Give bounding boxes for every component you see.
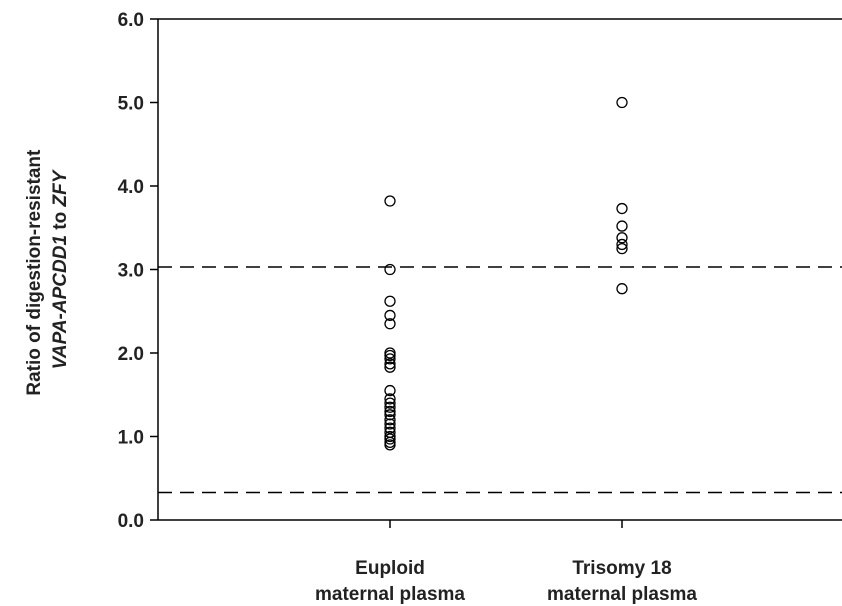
data-point xyxy=(384,405,396,418)
y-axis-label-line1: Ratio of digestion-resistant xyxy=(24,149,45,396)
data-point xyxy=(616,232,628,244)
data-point xyxy=(616,202,628,215)
data-point xyxy=(384,263,396,276)
data-point xyxy=(384,433,396,445)
reference-lines xyxy=(158,266,842,494)
y-ticks: 0.0 1.0 2.0 3.0 4.0 5.0 6.0 xyxy=(118,10,158,532)
y-axis-label-part: VAPA-APCDD1 xyxy=(50,235,71,369)
y-axis-label-part: ZFY xyxy=(50,168,71,207)
data-point xyxy=(384,422,396,434)
data-point xyxy=(616,283,628,295)
category-label-line1: Euploid xyxy=(355,558,425,579)
y-axis-label: Ratio of digestion-resistant VAPA-APCDD1… xyxy=(24,144,71,395)
data-point xyxy=(384,384,396,397)
data-point xyxy=(616,96,628,109)
data-points xyxy=(384,96,628,451)
data-point xyxy=(384,195,396,207)
data-point xyxy=(384,318,396,330)
data-point xyxy=(384,439,396,451)
data-point xyxy=(384,361,396,373)
y-tick-label: 0.0 xyxy=(118,511,144,532)
data-point xyxy=(384,295,396,307)
data-point xyxy=(384,393,396,405)
data-point xyxy=(384,309,396,322)
data-point xyxy=(384,414,396,426)
category-labels: Euploid maternal plasma Trisomy 18 maternal… xyxy=(315,558,697,605)
data-point xyxy=(616,220,628,232)
category-label-line2: maternal plasma xyxy=(547,584,697,605)
y-tick-label: 6.0 xyxy=(118,10,144,31)
data-point xyxy=(616,242,628,255)
data-point xyxy=(616,238,628,251)
category-label-line2: maternal plasma xyxy=(315,584,465,605)
data-point xyxy=(384,401,396,413)
y-tick-label: 4.0 xyxy=(118,177,144,198)
data-point xyxy=(384,418,396,430)
data-point xyxy=(384,353,396,365)
data-point xyxy=(384,347,396,359)
data-point xyxy=(384,397,396,409)
data-point xyxy=(384,358,396,370)
plot-frame xyxy=(157,18,842,521)
x-ticks xyxy=(389,520,623,528)
category-label-line1: Trisomy 18 xyxy=(572,558,671,579)
data-point xyxy=(384,349,396,362)
y-tick-label: 3.0 xyxy=(118,261,144,282)
y-axis-label-part: to xyxy=(50,206,71,235)
y-axis-label-line2: VAPA-APCDD1 to ZFY xyxy=(50,168,71,369)
y-tick-label: 1.0 xyxy=(118,428,144,449)
data-point xyxy=(384,409,396,421)
y-tick-label: 2.0 xyxy=(118,344,144,365)
y-tick-label: 5.0 xyxy=(118,94,144,115)
